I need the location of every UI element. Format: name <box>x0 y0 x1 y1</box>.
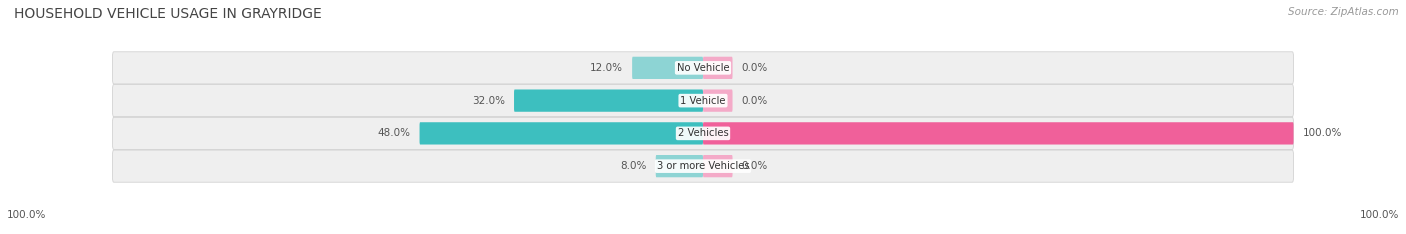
FancyBboxPatch shape <box>112 150 1294 182</box>
Text: Source: ZipAtlas.com: Source: ZipAtlas.com <box>1288 7 1399 17</box>
Text: 1 Vehicle: 1 Vehicle <box>681 96 725 106</box>
Text: 8.0%: 8.0% <box>620 161 647 171</box>
Text: 2 Vehicles: 2 Vehicles <box>678 128 728 138</box>
Text: 12.0%: 12.0% <box>591 63 623 73</box>
FancyBboxPatch shape <box>703 155 733 177</box>
FancyBboxPatch shape <box>655 155 703 177</box>
Text: No Vehicle: No Vehicle <box>676 63 730 73</box>
Text: 100.0%: 100.0% <box>1302 128 1341 138</box>
Text: 0.0%: 0.0% <box>741 63 768 73</box>
FancyBboxPatch shape <box>633 57 703 79</box>
Text: 0.0%: 0.0% <box>741 96 768 106</box>
FancyBboxPatch shape <box>112 84 1294 117</box>
Text: 32.0%: 32.0% <box>472 96 505 106</box>
FancyBboxPatch shape <box>703 122 1294 145</box>
FancyBboxPatch shape <box>703 89 733 112</box>
FancyBboxPatch shape <box>112 52 1294 84</box>
FancyBboxPatch shape <box>703 57 733 79</box>
Text: 100.0%: 100.0% <box>1360 210 1399 220</box>
FancyBboxPatch shape <box>419 122 703 145</box>
FancyBboxPatch shape <box>515 89 703 112</box>
FancyBboxPatch shape <box>112 117 1294 150</box>
Text: HOUSEHOLD VEHICLE USAGE IN GRAYRIDGE: HOUSEHOLD VEHICLE USAGE IN GRAYRIDGE <box>14 7 322 21</box>
Text: 100.0%: 100.0% <box>7 210 46 220</box>
Text: 3 or more Vehicles: 3 or more Vehicles <box>657 161 749 171</box>
Text: 48.0%: 48.0% <box>378 128 411 138</box>
Text: 0.0%: 0.0% <box>741 161 768 171</box>
